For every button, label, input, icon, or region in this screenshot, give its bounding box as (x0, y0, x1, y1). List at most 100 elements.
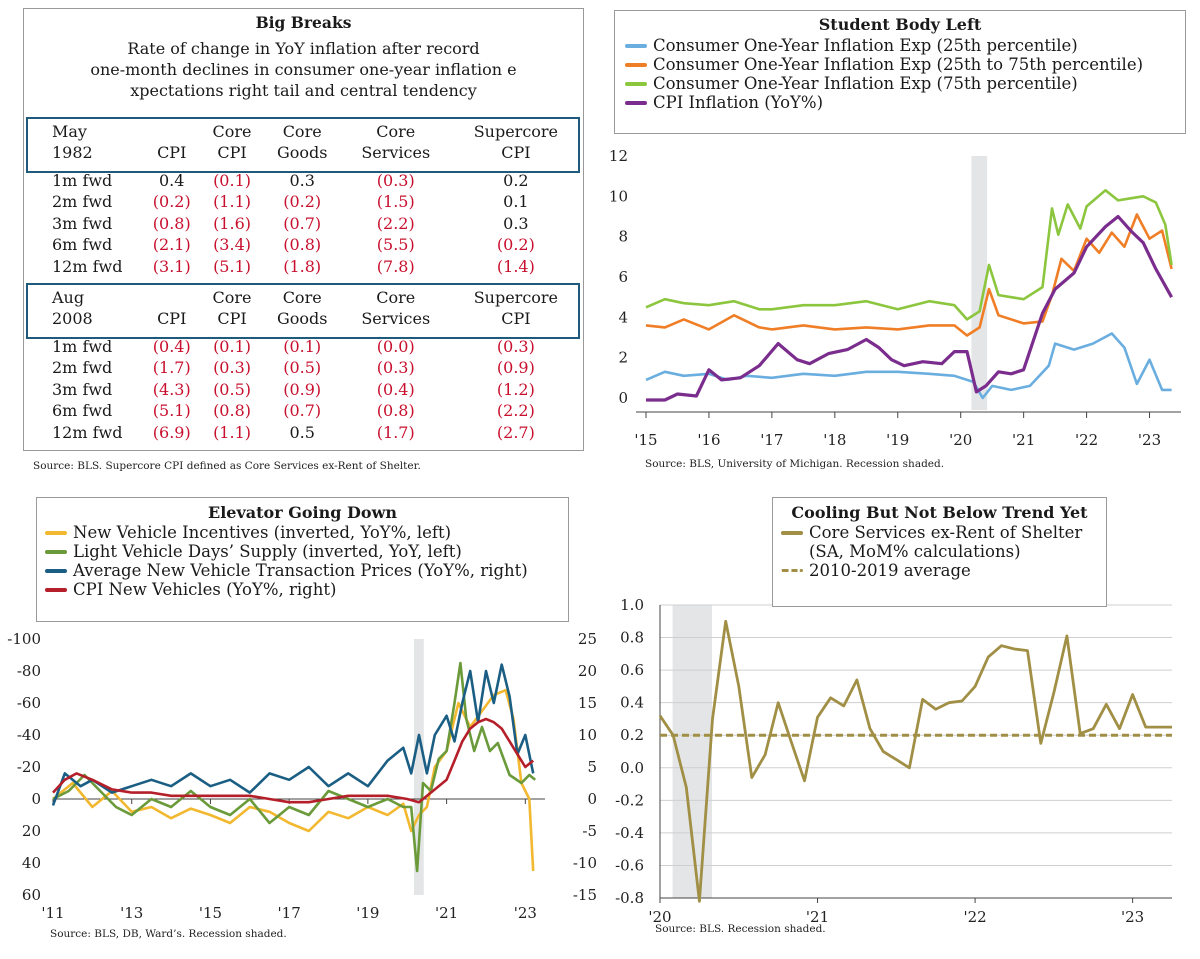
table-row: 12m fwd (3.1) (5.1) (1.8) (7.8) (1.4) (26, 256, 582, 278)
table-cell: (0.3) (376, 358, 415, 378)
x-tick-label: '11 (41, 904, 64, 922)
series-line-4 (52, 717, 535, 804)
x-tick-label: '21 (435, 904, 458, 922)
column-header: Supercore (473, 121, 559, 141)
series-line-2 (52, 661, 537, 873)
table-cell: (1.1) (213, 192, 251, 212)
legend-label: Consumer One-Year Inflation Exp (75th pe… (653, 74, 1078, 93)
y-right-tick-label: 5 (587, 758, 597, 776)
table-subtitle-line: one-month declines in consumer one-year … (90, 60, 517, 79)
table-row: 2m fwd (0.2) (1.1) (0.2) (1.5) 0.1 (26, 192, 582, 214)
table-cell: (0.8) (376, 401, 415, 421)
table-cell: (0.8) (152, 213, 191, 233)
legend-swatch (45, 530, 67, 535)
y-tick-label: -0.4 (615, 824, 644, 842)
c1-legend-item: CPI Inflation (YoY%) (625, 93, 1185, 112)
table-cell: (0.8) (213, 401, 251, 421)
y-right-tick-label: 10 (578, 726, 597, 744)
y-tick-label: 12 (609, 147, 628, 165)
x-tick-label: '19 (886, 431, 909, 449)
table-cell: 0.2 (503, 170, 529, 190)
table-row: 6m fwd (5.1) (0.8) (0.7) (0.8) (2.2) (26, 401, 582, 423)
y-right-tick-label: 25 (578, 630, 597, 648)
table-cell: (1.4) (496, 256, 535, 276)
column-header: Core (282, 287, 322, 307)
table-cell: (0.5) (283, 358, 322, 378)
table-cell: (0.9) (496, 358, 535, 378)
series-line-3 (645, 189, 1173, 321)
table-cell: (0.1) (213, 336, 251, 356)
table-cell: (3.4) (213, 235, 251, 255)
x-tick-label: '23 (1138, 431, 1161, 449)
row-label: 3m fwd (52, 379, 113, 399)
cooling-chart: 1.0 0.8 0.6 0.4 0.2 0.0 -0.2 -0.4 -0.6 -0.8'20 '21… (615, 596, 1172, 926)
y-right-tick-label: -5 (582, 822, 597, 840)
c3-legend-item: 2010-2019 average (781, 561, 1106, 580)
table-cell: (0.5) (213, 379, 251, 399)
y-tick-label: 4 (618, 308, 628, 326)
x-tick-label: '19 (356, 904, 379, 922)
c2-legend-item: New Vehicle Incentives (inverted, YoY%, … (45, 523, 568, 542)
row-label: 2m fwd (52, 358, 113, 378)
legend-label: Consumer One-Year Inflation Exp (25th to… (653, 55, 1144, 74)
table-cell: (1.2) (496, 379, 535, 399)
table-cell: (5.1) (152, 401, 191, 421)
series-line-1 (658, 619, 1172, 903)
elevator-going-down-chart: -100 -80 -60 -40 -20 0 20 40 60 25 20 15 10 5 0 -5 -10 -1… (7, 630, 597, 922)
legend-label: 2010-2019 average (809, 561, 971, 580)
table-cell: (5.1) (213, 256, 251, 276)
x-tick-label: '15 (199, 904, 222, 922)
table-cell: (0.2) (283, 192, 322, 212)
table-cell: (4.3) (152, 379, 191, 399)
recession-shade (413, 639, 424, 895)
table-cell: (2.2) (496, 401, 535, 421)
legend-label: (SA, MoM% calculations) (809, 542, 1021, 561)
table-header-row: May Core Core Core Supercore (26, 121, 582, 143)
table-cell: (2.2) (376, 213, 415, 233)
table-cell: (1.5) (376, 192, 415, 212)
legend-swatch (625, 100, 647, 105)
y-left-tick-label: -100 (7, 630, 41, 648)
y-tick-label: 8 (618, 228, 628, 246)
y-tick-label: 0.2 (620, 726, 644, 744)
table-header-row: Aug Core Core Core Supercore (26, 287, 582, 309)
c2-title: Elevator Going Down (208, 503, 397, 522)
column-header: CPI (157, 143, 187, 163)
series-line-3 (51, 663, 535, 806)
y-left-tick-label: 0 (31, 790, 41, 808)
legend-label: CPI Inflation (YoY%) (653, 93, 824, 112)
table-cell: (1.7) (152, 358, 191, 378)
table-header-row: 1982 CPI CPI Goods Services CPI (26, 143, 582, 165)
table-subtitle-line: Rate of change in YoY inflation after re… (127, 39, 480, 58)
series-line-4 (646, 214, 1173, 402)
table-cell: (0.0) (376, 336, 415, 356)
column-header: CPI (157, 309, 187, 329)
row-label: 1m fwd (52, 336, 113, 356)
table-row: 6m fwd (2.1) (3.4) (0.8) (5.5) (0.2) (26, 235, 582, 257)
section-header-box (26, 117, 580, 173)
table-header-row: 2008 CPI CPI Goods Services CPI (26, 309, 582, 331)
column-header: CPI (501, 309, 531, 329)
y-tick-label: 0.4 (620, 694, 644, 712)
legend-swatch (625, 81, 647, 86)
table-cell: (0.7) (283, 213, 322, 233)
row-label: 2m fwd (52, 192, 113, 212)
y-left-tick-label: -60 (17, 694, 41, 712)
c1-legend-item: Consumer One-Year Inflation Exp (25th pe… (625, 36, 1185, 55)
row-label: 12m fwd (52, 256, 123, 276)
series-line-1 (52, 688, 535, 872)
x-tick-label: '18 (823, 431, 846, 449)
row-label: 6m fwd (52, 401, 113, 421)
column-header: Core (212, 121, 252, 141)
table-cell: (0.4) (152, 336, 191, 356)
row-label: 12m fwd (52, 422, 123, 442)
c2-legend-box: Elevator Going Down New Vehicle Incentiv… (36, 497, 569, 622)
table-cell: (1.1) (213, 422, 251, 442)
c1-source: Source: BLS, University of Michigan. Rec… (645, 458, 945, 470)
x-tick-label: '22 (963, 908, 986, 926)
y-left-tick-label: -20 (17, 758, 41, 776)
table-cell: (5.5) (376, 235, 415, 255)
column-header: CPI (217, 309, 247, 329)
table-cell: 0.1 (503, 192, 529, 212)
table-cell: (0.2) (152, 192, 191, 212)
